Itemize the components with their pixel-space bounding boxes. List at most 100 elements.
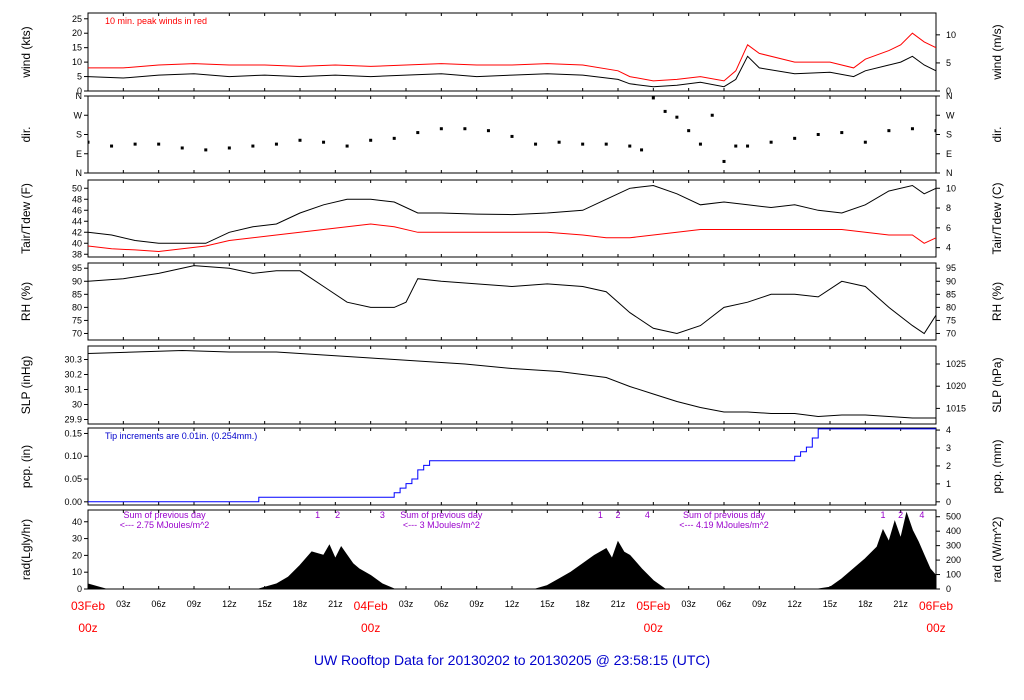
wind-direction-point — [157, 142, 161, 146]
wind-direction-point — [934, 129, 936, 133]
y-axis-label-right: wind (m/s) — [990, 24, 1004, 80]
left-tick-label: 48 — [72, 194, 82, 204]
left-tick-label: 10 — [72, 57, 82, 67]
x-tick-label: 21z — [328, 599, 343, 609]
right-tick-label: 0 — [946, 584, 951, 594]
radiation-area — [88, 511, 936, 589]
left-tick-label: 20 — [72, 28, 82, 38]
x-tick-label: 09z — [469, 599, 484, 609]
chart-title: UW Rooftop Data for 20130202 to 20130205… — [314, 652, 710, 668]
right-tick-label: 4 — [946, 243, 951, 253]
wind-direction-point — [816, 133, 820, 136]
day-label-date: 05Feb — [636, 599, 670, 613]
rad-marker-label: 2 — [335, 510, 340, 520]
series-line-10-min-peak-winds-kts- — [88, 32, 936, 82]
x-tick-label: 06z — [434, 599, 449, 609]
left-tick-label: 38 — [72, 249, 82, 259]
rad-marker-label: 4 — [645, 510, 650, 520]
wind-direction-point — [180, 146, 184, 150]
wind-direction-point — [416, 131, 420, 135]
y-axis-label-left: pcp. (in) — [19, 445, 33, 488]
y-axis-label-left: dir. — [19, 126, 33, 142]
left-tick-label: 44 — [72, 216, 82, 226]
wind-direction-point — [133, 142, 137, 146]
series-group — [88, 32, 936, 88]
right-tick-label: 3 — [946, 443, 951, 453]
left-tick-label: 0 — [77, 584, 82, 594]
rad-day-sum-line1: Sum of previous day — [400, 510, 483, 520]
x-tick-label: 21z — [611, 599, 626, 609]
right-tick-label: 1015 — [946, 403, 966, 413]
x-tick-label: 18z — [293, 599, 308, 609]
left-tick-label: 20 — [72, 550, 82, 560]
wind-direction-point — [510, 134, 514, 138]
left-tick-label: 90 — [72, 276, 82, 286]
series-line-rh — [88, 265, 936, 335]
right-tick-label: 0 — [946, 86, 951, 96]
right-tick-label: 4 — [946, 425, 951, 435]
rad-day-sum-line1: Sum of previous day — [683, 510, 766, 520]
rad-day-sum-line2: <--- 4.19 MJoules/m^2 — [679, 520, 769, 530]
right-tick-label: S — [946, 130, 952, 140]
day-label-date: 04Feb — [354, 599, 388, 613]
wind-direction-point — [463, 127, 467, 131]
wind-direction-point — [734, 144, 738, 148]
wind-direction-point — [392, 136, 396, 140]
panel-frame — [87, 262, 937, 341]
wind-direction-point — [863, 140, 867, 144]
wind-direction-point — [640, 148, 644, 152]
panel-rh: 70 75 80 85 90 95 70 75 80 85 90 95 RH (%) RH (%) — [19, 262, 1004, 341]
day-label-date: 06Feb — [919, 599, 953, 613]
day-label-time: 00z — [926, 621, 945, 635]
wind-direction-point — [274, 142, 278, 146]
series-line-slp — [88, 349, 936, 419]
wind-direction-point — [687, 129, 691, 133]
wind-direction-point — [486, 129, 490, 133]
x-tick-label: 15z — [257, 599, 272, 609]
rad-day-sum-line1: Sum of previous day — [124, 510, 207, 520]
right-tick-label: N — [946, 91, 953, 101]
left-tick-label: 30.2 — [64, 370, 82, 380]
wind-direction-point — [910, 127, 914, 131]
x-tick-label: 18z — [575, 599, 590, 609]
left-tick-label: 5 — [77, 72, 82, 82]
series-group — [88, 96, 936, 163]
right-tick-label: 95 — [946, 263, 956, 273]
series-group — [88, 428, 936, 503]
panel-frame — [87, 179, 937, 258]
wind-direction-point — [110, 144, 114, 148]
right-tick-label: 8 — [946, 203, 951, 213]
right-tick-label: N — [946, 168, 953, 178]
right-tick-label: W — [946, 110, 955, 120]
rad-marker-label: 3 — [380, 510, 385, 520]
wind-direction-point — [227, 146, 231, 150]
panel-frame — [87, 95, 937, 174]
series-line-tdew — [88, 223, 936, 253]
x-tick-label: 15z — [823, 599, 838, 609]
right-tick-label: 75 — [946, 315, 956, 325]
left-tick-label: 80 — [72, 302, 82, 312]
series-group — [88, 511, 936, 589]
right-tick-label: 70 — [946, 328, 956, 338]
left-tick-label: 40 — [72, 517, 82, 527]
panel-annotation: Tip increments are 0.01in. (0.254mm.) — [105, 431, 257, 441]
y-axis-label-right: Tair/Tdew (C) — [990, 182, 1004, 254]
y-axis-label-left: RH (%) — [19, 282, 33, 321]
left-tick-label: 42 — [72, 227, 82, 237]
left-tick-label: 0.15 — [64, 428, 82, 438]
wind-direction-point — [557, 140, 561, 144]
panel-pcp: 0.00 0.05 0.10 0.15 0 1 2 3 4 pcp. (in) pcp. (mm) T… — [19, 425, 1004, 507]
right-tick-label: 10 — [946, 30, 956, 40]
y-axis-label-left: Tair/Tdew (F) — [19, 183, 33, 254]
wind-direction-point — [604, 142, 608, 146]
wind-direction-point — [675, 115, 679, 119]
right-tick-label: 400 — [946, 526, 961, 536]
right-tick-label: 6 — [946, 223, 951, 233]
wind-direction-point — [581, 142, 585, 146]
y-axis-label-left: rad(Lgly/hr) — [19, 519, 33, 580]
right-tick-label: 1 — [946, 479, 951, 489]
left-tick-label: 0.05 — [64, 474, 82, 484]
wind-direction-point — [298, 138, 302, 142]
right-tick-label: 1025 — [946, 359, 966, 369]
left-tick-label: 70 — [72, 328, 82, 338]
